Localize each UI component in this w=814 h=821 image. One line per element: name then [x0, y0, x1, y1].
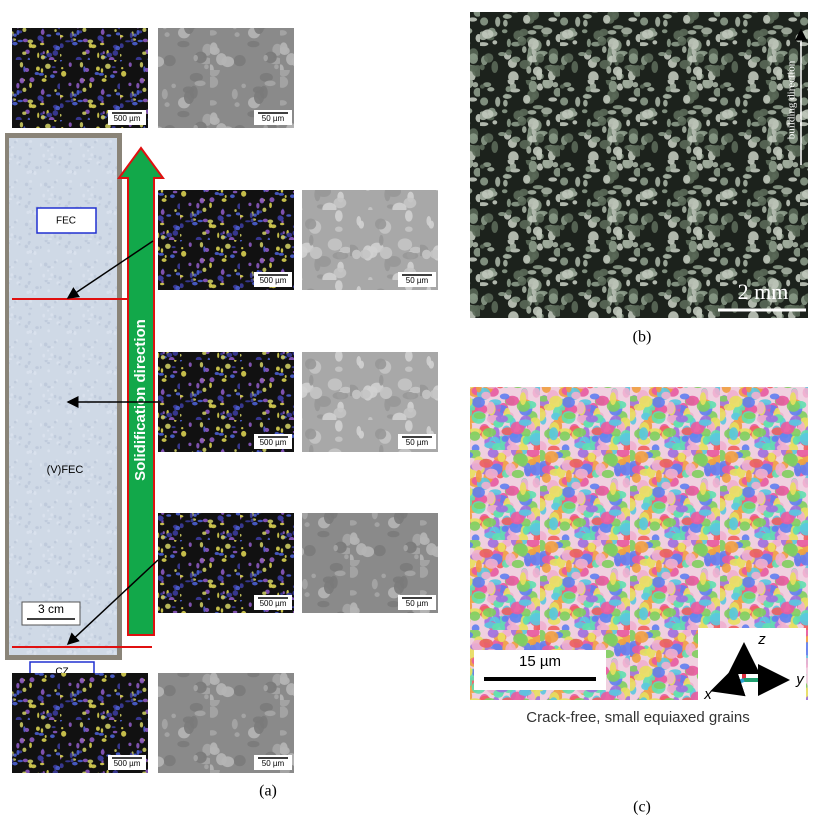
label: 500 µm [114, 114, 141, 123]
label: x [703, 686, 712, 703]
label: (a) [259, 783, 277, 800]
label: 15 µm [519, 653, 561, 670]
label: 500 µm [260, 276, 287, 285]
label: (c) [633, 799, 651, 816]
label: FEC [56, 216, 76, 227]
label: 500 µm [260, 438, 287, 447]
label: Solidification direction [132, 319, 149, 481]
label: 50 µm [262, 759, 285, 768]
label: 50 µm [406, 276, 429, 285]
label: (V)FEC [47, 464, 84, 476]
figure: FEC(V)FECCZ3 cmSolidification direction5… [0, 0, 814, 821]
label: building direction [786, 60, 798, 139]
macrograph [470, 12, 808, 318]
label: 50 µm [406, 438, 429, 447]
label: Crack-free, small equiaxed grains [526, 709, 749, 726]
page: FEC(V)FECCZ3 cmSolidification direction5… [0, 0, 814, 821]
label: 50 µm [406, 599, 429, 608]
label: 3 cm [38, 602, 64, 616]
label: 500 µm [114, 759, 141, 768]
label: (b) [633, 329, 652, 346]
label: 2 mm [738, 279, 789, 304]
label: 500 µm [260, 599, 287, 608]
label: 50 µm [262, 114, 285, 123]
label: z [757, 631, 766, 648]
